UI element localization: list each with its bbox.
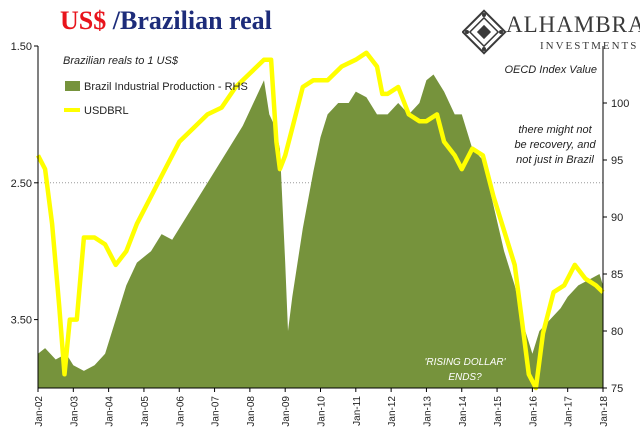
- x-tick-label: Jan-13: [422, 396, 433, 427]
- x-tick-label: Jan-18: [599, 396, 610, 427]
- annotation-rising-dollar: 'RISING DOLLAR': [424, 357, 506, 368]
- x-tick-label: Jan-10: [317, 396, 328, 427]
- series-industrial-production-area: [38, 74, 603, 388]
- series-usdbrl-line: [36, 50, 605, 391]
- right-tick-label: 75: [611, 383, 623, 395]
- right-tick-label: 100: [611, 98, 629, 110]
- annotation-ends: ENDS?: [448, 372, 482, 383]
- x-tick-label: Jan-06: [175, 396, 186, 427]
- title-part-usd: US$: [60, 6, 107, 35]
- alhambra-logo-icon: [462, 9, 507, 55]
- annotation-text: there might not: [518, 124, 592, 136]
- annotation-text: not just in Brazil: [516, 154, 594, 166]
- legend-label-industrial-production: Brazil Industrial Production - RHS: [84, 81, 248, 93]
- x-tick-label: Jan-08: [246, 396, 257, 427]
- x-tick-label: Jan-07: [211, 396, 222, 427]
- x-tick-label: Jan-11: [352, 396, 363, 426]
- left-axis-label: Brazilian reals to 1 US$: [63, 55, 179, 67]
- x-tick-label: Jan-09: [281, 396, 292, 427]
- x-tick-label: Jan-05: [140, 396, 151, 427]
- annotation-text: be recovery, and: [514, 139, 596, 151]
- x-tick-label: Jan-17: [564, 396, 575, 427]
- title-part-real: /Brazilian real: [106, 6, 272, 35]
- legend-swatch-industrial-production: [65, 81, 80, 91]
- x-tick-label: Jan-14: [458, 396, 469, 427]
- legend-label-usdbrl: USDBRL: [84, 105, 129, 117]
- left-tick-label: 1.50: [11, 41, 32, 53]
- right-tick-label: 85: [611, 269, 623, 281]
- x-tick-label: Jan-02: [34, 396, 45, 427]
- logo-subtitle: INVESTMENTS: [540, 40, 639, 52]
- right-tick-label: 95: [611, 155, 623, 167]
- right-tick-label: 80: [611, 326, 623, 338]
- chart-title: US$ /Brazilian real: [60, 6, 272, 36]
- logo-name: ALHAMBRA: [506, 12, 640, 37]
- x-tick-label: Jan-15: [493, 396, 504, 427]
- x-tick-label: Jan-03: [69, 396, 80, 427]
- left-tick-label: 2.50: [11, 178, 32, 190]
- right-tick-label: 90: [611, 212, 623, 224]
- x-tick-label: Jan-16: [528, 396, 539, 427]
- x-tick-label: Jan-04: [105, 396, 116, 427]
- right-axis-label: OECD Index Value: [504, 64, 597, 76]
- x-tick-label: Jan-12: [387, 396, 398, 427]
- left-tick-label: 3.50: [11, 315, 32, 327]
